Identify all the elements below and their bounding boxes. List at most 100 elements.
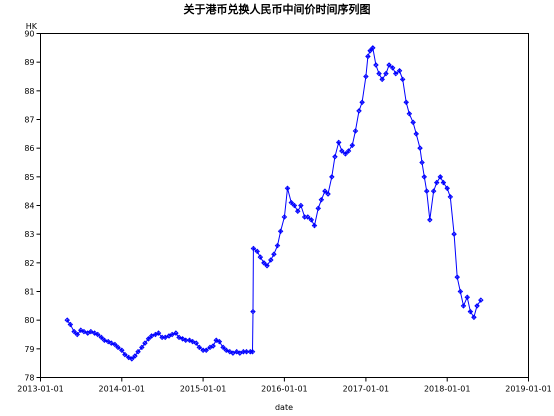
series-layer: [64, 45, 484, 362]
data-point: [94, 331, 101, 338]
y-tick-label: 82: [24, 259, 34, 268]
data-point: [315, 205, 322, 212]
data-point: [173, 330, 179, 336]
data-point: [373, 62, 379, 68]
data-point: [277, 228, 284, 235]
y-tick-label: 78: [24, 374, 34, 383]
data-point: [261, 260, 267, 266]
data-point: [169, 331, 175, 338]
data-point: [396, 68, 403, 74]
data-point: [386, 62, 392, 68]
y-tick-label: 86: [24, 144, 34, 153]
data-point: [88, 328, 94, 335]
data-point: [454, 274, 460, 280]
data-point: [440, 179, 447, 186]
data-point: [294, 208, 301, 214]
data-point: [379, 76, 385, 83]
data-point: [444, 185, 450, 192]
data-point: [71, 328, 77, 335]
y-tick-label: 81: [24, 288, 34, 297]
data-point: [193, 340, 199, 346]
data-point: [210, 343, 216, 349]
y-axis-label: HK: [26, 22, 38, 31]
data-point: [332, 154, 338, 160]
data-point: [281, 214, 288, 220]
data-point: [98, 334, 105, 341]
y-tick-label: 84: [24, 202, 34, 211]
data-point: [421, 174, 428, 180]
data-point: [311, 222, 318, 229]
y-tick-label: 90: [24, 30, 34, 39]
data-point: [403, 99, 409, 106]
data-point: [142, 340, 148, 346]
data-point: [342, 151, 349, 157]
data-point: [125, 354, 132, 361]
data-point: [308, 217, 315, 223]
data-point: [352, 128, 359, 134]
data-point: [447, 194, 454, 200]
data-point: [433, 179, 440, 186]
data-point: [467, 308, 474, 315]
data-point: [356, 108, 362, 114]
plot-frame: [40, 33, 529, 378]
y-tick-label: 87: [24, 116, 34, 125]
data-point: [155, 330, 162, 336]
data-point: [322, 188, 328, 194]
data-point: [64, 317, 70, 323]
x-tick-label: 2018-01-01: [424, 385, 471, 394]
data-point: [91, 330, 98, 336]
data-point: [325, 191, 331, 197]
y-tick-label: 83: [24, 230, 34, 239]
data-point: [427, 217, 433, 223]
data-point: [186, 337, 193, 343]
data-point: [268, 257, 274, 263]
x-axis-label: date: [275, 403, 293, 412]
data-point: [105, 338, 111, 345]
data-point: [119, 347, 125, 354]
data-point: [363, 73, 369, 80]
data-point: [162, 334, 168, 341]
data-point: [179, 336, 186, 342]
y-tick-label: 85: [24, 173, 34, 182]
x-tick-label: 2013-01-01: [17, 385, 64, 394]
data-point: [392, 70, 399, 77]
series-line: [66, 46, 482, 360]
data-point: [145, 336, 152, 342]
data-point: [370, 45, 376, 51]
data-point: [460, 303, 467, 309]
data-point: [135, 348, 141, 355]
data-point: [359, 99, 365, 106]
data-point: [203, 347, 209, 354]
data-point: [81, 328, 87, 335]
data-point: [274, 242, 281, 249]
data-point: [383, 70, 389, 77]
data-point: [250, 245, 257, 252]
data-point: [264, 262, 270, 269]
data-point: [367, 47, 373, 54]
data-point: [129, 356, 135, 362]
data-point: [101, 337, 108, 343]
y-tick-label: 88: [24, 87, 34, 96]
data-point: [132, 353, 138, 359]
data-point: [227, 348, 233, 355]
data-point: [417, 145, 423, 151]
data-point: [318, 197, 325, 203]
data-point: [78, 327, 84, 333]
data-point: [148, 333, 155, 339]
data-point: [271, 251, 277, 257]
data-point: [413, 131, 420, 137]
data-point: [230, 350, 236, 356]
data-point: [399, 76, 406, 83]
y-tick-label: 80: [24, 316, 34, 325]
data-point: [345, 148, 352, 154]
data-point: [249, 348, 256, 355]
data-point: [122, 351, 128, 358]
data-point: [213, 337, 219, 343]
y-axis: 78 79 80 81 82 83 84 85 86 87 88 89 90: [24, 30, 41, 383]
data-point: [112, 341, 118, 348]
data-point: [329, 174, 335, 180]
data-point: [288, 199, 295, 206]
data-point: [365, 53, 371, 60]
data-point: [139, 344, 145, 351]
